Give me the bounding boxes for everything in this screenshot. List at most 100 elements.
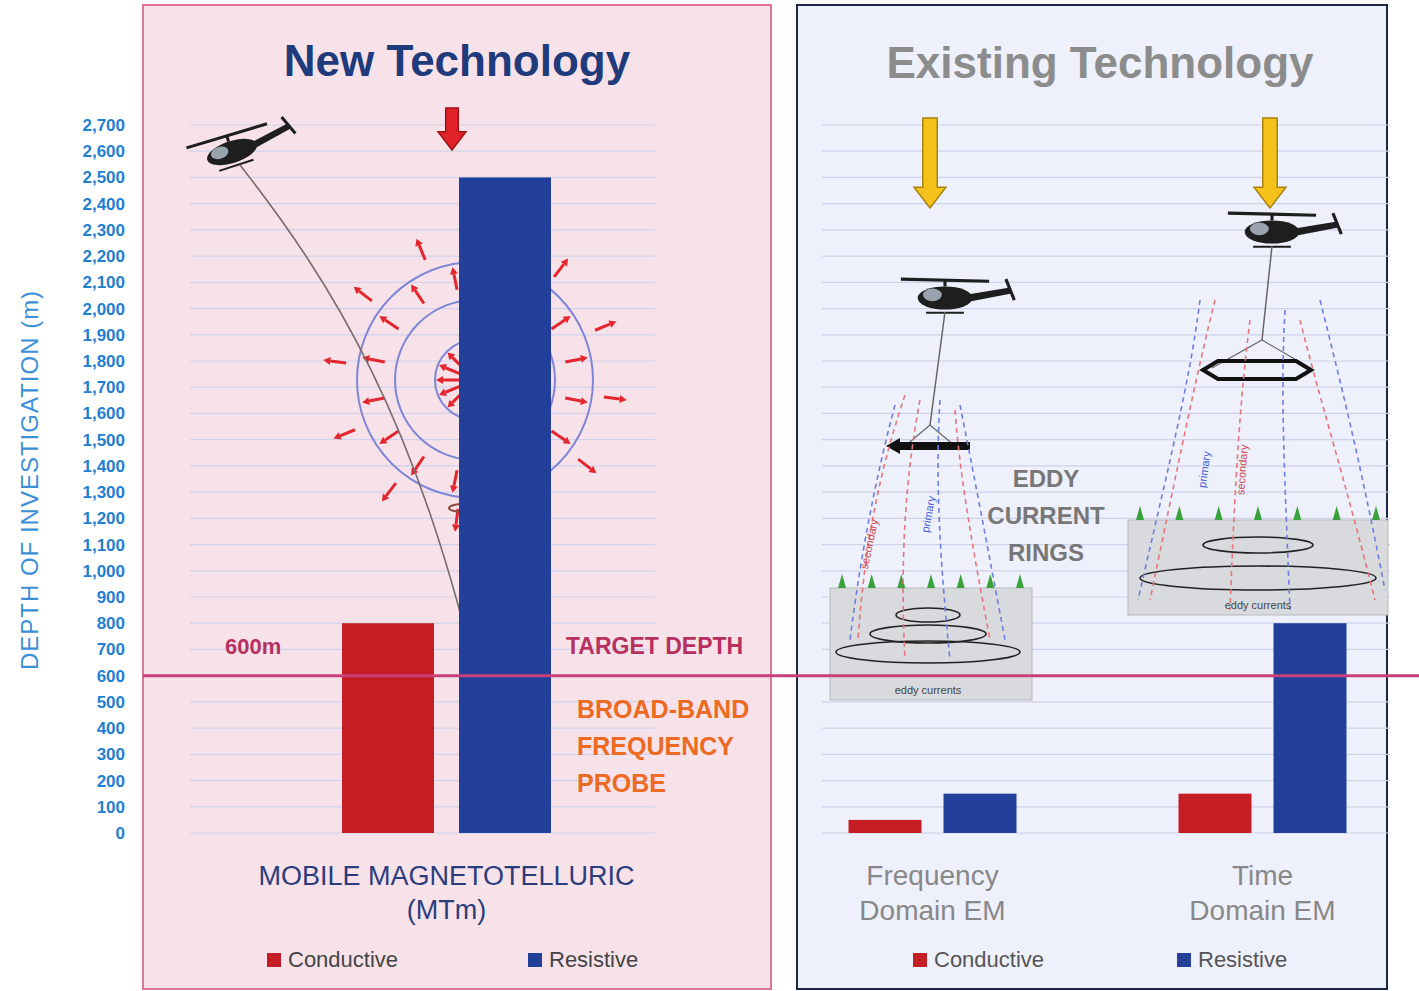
arrow [438,108,466,150]
tick-label: 2,700 [82,116,125,135]
wave-arrow [386,483,396,496]
category-label: MOBILE MAGNETOTELLURIC(MTm) [258,861,634,925]
tick-label: 1,100 [82,536,125,555]
bar [944,794,1017,833]
arrow [914,118,946,208]
wave-arrow-head [450,485,458,493]
tick-label: 1,200 [82,509,125,528]
grid-line [822,387,1390,388]
grass [1293,506,1301,520]
grid-line [822,465,1390,466]
wave-arrow-head [439,389,447,396]
wave-arrow [565,359,581,362]
tick-label: 2,100 [82,273,125,292]
wave-arrow-head [415,239,422,247]
grid-line [822,256,1390,257]
wave-arrow-head [450,267,458,275]
tick-label: 2,300 [82,221,125,240]
wave-arrow-head [334,432,342,439]
category-label-line: Time [1232,860,1293,891]
tick-label: 1,800 [82,352,125,371]
category-label: TimeDomain EM [1189,860,1335,926]
grid-line [190,544,655,545]
field-line [850,405,895,640]
field-line [1300,320,1375,600]
panel-title: Existing Technology [886,38,1314,87]
field-line [1138,300,1200,600]
tow-cable [240,165,482,702]
field-line [1150,300,1215,600]
helicopter-tail-rotor [1333,213,1341,234]
wave-arrow [454,470,457,486]
grid-line [822,518,1390,519]
bar [1179,794,1252,833]
wave-arrow [604,397,620,399]
wave-arrow [595,324,610,330]
tick-label: 2,400 [82,195,125,214]
annotation-line: FREQUENCY [577,732,734,760]
wave-arrow-head [354,287,362,294]
wave-arrow-head [362,397,370,405]
helicopter-rotor [1228,213,1316,215]
tow-cable [1262,246,1272,340]
wave-arrow [385,431,398,440]
helicopter [1228,213,1341,247]
illustration-label: eddy currents [1225,599,1292,611]
wave-arrow-head [323,357,330,365]
grid-line [822,151,1390,152]
helicopter-window [209,144,230,161]
wave-arrow-head [411,284,418,292]
wave-arrow-head [439,364,447,371]
grass [1333,506,1341,520]
tick-label: 100 [97,798,125,817]
wave-arrow-head [379,316,387,323]
eddy-ring [1203,537,1313,553]
bar [849,820,922,833]
panel-title: New Technology [284,36,631,85]
field-line [1230,320,1250,610]
wave-arrow [551,320,564,329]
wave-arrow [340,430,355,436]
grass [927,574,935,588]
tow-cable [930,312,945,425]
grid-line [190,177,655,178]
legend-swatch [913,953,927,967]
wave-arrow-head [619,395,626,403]
field-line [1320,300,1385,590]
category-label-line: MOBILE MAGNETOTELLURIC [258,861,634,891]
tick-label: 1,500 [82,431,125,450]
wave-arrow-head [563,316,571,323]
illustration-label: eddy currents [895,684,962,696]
background [0,0,1419,991]
panel-frame [797,5,1387,989]
arrow [1254,118,1286,208]
bars [849,623,1347,833]
wave-arrow [578,459,591,469]
category-label-line: Frequency [866,860,998,891]
illustration-label: primary [919,495,937,534]
helicopter-body [918,286,973,309]
tick-label: 1,400 [82,457,125,476]
grid-line [190,387,655,388]
helicopter [901,279,1014,313]
wave-arrow [554,264,564,277]
category-label-line: Domain EM [859,895,1005,926]
grass [838,574,846,588]
helicopter-window [1250,223,1269,236]
grid-line [190,360,655,361]
target-value-label: 600m [225,634,281,659]
category-label: Frequency Domain EM [859,860,1005,926]
wave-arrow-head [580,397,588,405]
wave-arrow-head [379,437,387,444]
wave-arrow-head [447,352,455,360]
illustration-label: primary [1196,450,1213,488]
grid-line [822,360,1390,361]
wave-arrow-head [436,376,443,384]
bars [342,177,551,833]
bar [459,177,551,833]
wave-arrow [551,431,564,440]
wave-arrow-head [588,466,596,473]
helicopter-tail [966,288,1010,303]
grass [1016,574,1024,588]
tx-loop [1203,361,1311,379]
